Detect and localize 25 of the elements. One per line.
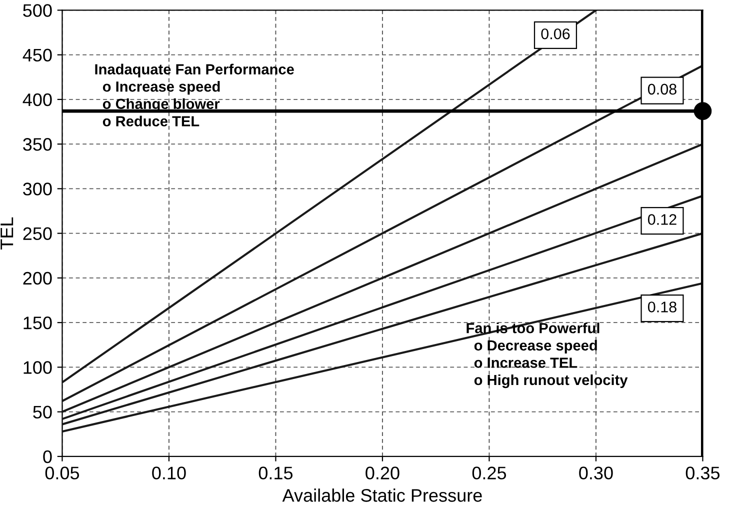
x-tick-label: 0.15 [258,466,293,480]
y-tick-label: 150 [24,316,52,330]
y-tick-label: 350 [23,138,52,151]
y-axis-title: TEL [0,217,14,250]
x-tick-label: 0.05 [45,466,80,480]
series-label: 0.06 [541,28,570,40]
x-tick-label: 0.10 [152,466,186,480]
x-tick-label: 0.35 [686,466,720,480]
y-tick-label: 50 [33,406,52,419]
x-tick-label: 0.25 [472,466,506,480]
y-tick-label: 450 [22,48,52,62]
x-tick-label: 0.30 [579,466,613,480]
series-label: 0.12 [648,214,676,225]
y-tick-label: 100 [24,361,52,374]
y-tick-label: 300 [23,182,52,196]
y-tick-label: 0 [43,450,52,464]
series-label: 0.18 [648,302,676,312]
series-label: 0.08 [648,84,676,95]
y-tick-label: 250 [23,227,52,240]
y-tick-label: 200 [23,272,52,285]
y-tick-label: 400 [22,93,52,106]
x-axis-title: Available Static Pressure [282,488,482,502]
x-tick-label: 0.20 [366,466,400,480]
annotation: Inadaquate Fan Performance o Increase speed o Change blower o Reduce TEL [95,64,294,126]
y-tick-label: 500 [23,4,52,17]
